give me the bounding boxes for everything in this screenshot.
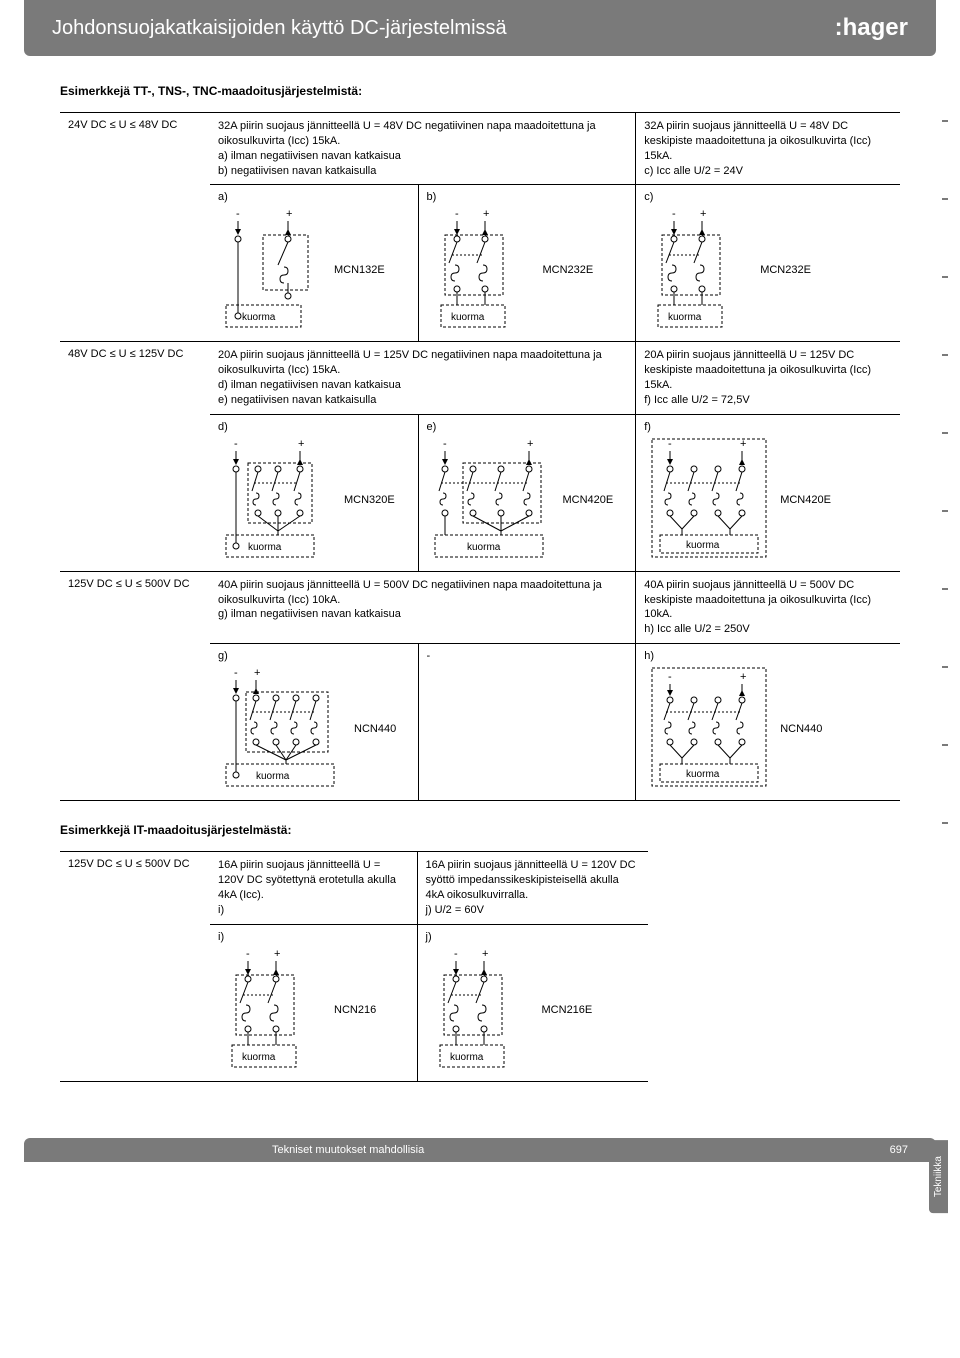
svg-text:-: -: [668, 671, 672, 683]
part-g: NCN440: [354, 723, 396, 735]
row2-diag-d: d) -+: [210, 414, 418, 571]
svg-text:+: +: [286, 208, 292, 220]
row3-diag-h: h) -+: [636, 644, 900, 801]
part-i: NCN216: [334, 1004, 376, 1016]
svg-text:kuorma: kuorma: [248, 542, 282, 553]
footer-left: Tekniset muutokset mahdollisia: [272, 1144, 424, 1156]
row4-range: 125V DC ≤ U ≤ 500V DC: [60, 852, 210, 1081]
row2-diag-f: f) -+: [636, 414, 900, 571]
page-content: Esimerkkejä TT-, TNS-, TNC-maadoitusjärj…: [0, 56, 960, 1124]
part-j: MCN216E: [542, 1004, 593, 1016]
row3-diag-dash: -: [418, 644, 636, 801]
svg-text:-: -: [454, 948, 458, 960]
page-footer: Tekniset muutokset mahdollisia 697: [24, 1138, 936, 1162]
svg-text:kuorma: kuorma: [242, 1052, 276, 1063]
row4-right-desc: 16A piirin suojaus jännitteellä U = 120V…: [417, 852, 648, 924]
section2-title: Esimerkkejä IT-maadoitusjärjestelmästä:: [60, 823, 900, 837]
part-b: MCN232E: [543, 264, 594, 276]
row2-diag-e: e) -+: [418, 414, 636, 571]
row1-left-desc: 32A piirin suojaus jännitteellä U = 48V …: [210, 113, 636, 185]
part-h: NCN440: [780, 723, 822, 735]
circuit-i: - + kuorma: [218, 945, 328, 1075]
svg-text:+: +: [483, 208, 489, 220]
svg-text:-: -: [668, 438, 672, 450]
hager-logo: :hager: [835, 14, 908, 42]
page-title: Johdonsuojakatkaisijoiden käyttö DC-järj…: [52, 17, 507, 40]
svg-text:+: +: [740, 438, 746, 450]
circuit-j: - + kuorma: [426, 945, 536, 1075]
svg-text:-: -: [234, 667, 238, 679]
kuorma-label: kuorma: [242, 312, 276, 323]
row3-range: 125V DC ≤ U ≤ 500V DC: [60, 571, 210, 800]
row1-diag-a: a) -+ kuorma MCN13: [210, 185, 418, 342]
svg-text:+: +: [274, 948, 280, 960]
svg-text:-: -: [455, 208, 459, 220]
row1-range: 24V DC ≤ U ≤ 48V DC: [60, 113, 210, 342]
side-tab: Tekniikka: [929, 1140, 948, 1213]
row2-left-desc: 20A piirin suojaus jännitteellä U = 125V…: [210, 342, 636, 414]
circuit-f: -+: [644, 435, 774, 565]
part-c: MCN232E: [760, 264, 811, 276]
circuit-d: -+ kuo: [218, 435, 338, 565]
examples-table-1: 24V DC ≤ U ≤ 48V DC 32A piirin suojaus j…: [60, 112, 900, 801]
circuit-c: - + kuorma: [644, 205, 754, 335]
svg-text:-: -: [443, 438, 447, 450]
row2-right-desc: 20A piirin suojaus jännitteellä U = 125V…: [636, 342, 900, 414]
part-f: MCN420E: [780, 494, 831, 506]
circuit-e: -+ kuo: [427, 435, 557, 565]
row1-diag-b: b) -+ kuorma: [418, 185, 636, 342]
svg-text:+: +: [482, 948, 488, 960]
row4-diag-i: i) -+ kuorma: [210, 924, 417, 1081]
row1-diag-c: c) -+ kuorma: [636, 185, 900, 342]
svg-text:-: -: [672, 208, 676, 220]
page-header: Johdonsuojakatkaisijoiden käyttö DC-järj…: [24, 0, 936, 56]
svg-text:kuorma: kuorma: [450, 1052, 484, 1063]
svg-text:kuorma: kuorma: [256, 771, 290, 782]
edge-marks: [942, 120, 948, 900]
svg-text:-: -: [234, 438, 238, 450]
row1-right-desc: 32A piirin suojaus jännitteellä U = 48V …: [636, 113, 900, 185]
row4-diag-j: j) -+ kuorma: [417, 924, 648, 1081]
row3-diag-g: g) -+: [210, 644, 418, 801]
svg-text:kuorma: kuorma: [668, 312, 702, 323]
svg-text:kuorma: kuorma: [686, 769, 720, 780]
circuit-a: - + kuorma: [218, 205, 328, 335]
row3-right-desc: 40A piirin suojaus jännitteellä U = 500V…: [636, 571, 900, 643]
circuit-b: - + kuorma: [427, 205, 537, 335]
row2-range: 48V DC ≤ U ≤ 125V DC: [60, 342, 210, 571]
row4-left-desc: 16A piirin suojaus jännitteellä U = 120V…: [210, 852, 417, 924]
part-a: MCN132E: [334, 264, 385, 276]
footer-page-number: 697: [890, 1144, 908, 1156]
section1-title: Esimerkkejä TT-, TNS-, TNC-maadoitusjärj…: [60, 84, 900, 98]
svg-text:kuorma: kuorma: [686, 540, 720, 551]
svg-text:+: +: [740, 671, 746, 683]
svg-text:kuorma: kuorma: [451, 312, 485, 323]
part-e: MCN420E: [563, 494, 614, 506]
svg-text:-: -: [236, 208, 240, 220]
svg-text:+: +: [298, 438, 304, 450]
row3-left-desc: 40A piirin suojaus jännitteellä U = 500V…: [210, 571, 636, 643]
examples-table-2: 125V DC ≤ U ≤ 500V DC 16A piirin suojaus…: [60, 851, 648, 1081]
circuit-h: -+ kuo: [644, 664, 774, 794]
svg-text:kuorma: kuorma: [467, 542, 501, 553]
part-d: MCN320E: [344, 494, 395, 506]
circuit-g: -+: [218, 664, 348, 794]
svg-text:-: -: [246, 948, 250, 960]
svg-text:+: +: [527, 438, 533, 450]
svg-text:+: +: [254, 667, 260, 679]
svg-text:+: +: [700, 208, 706, 220]
